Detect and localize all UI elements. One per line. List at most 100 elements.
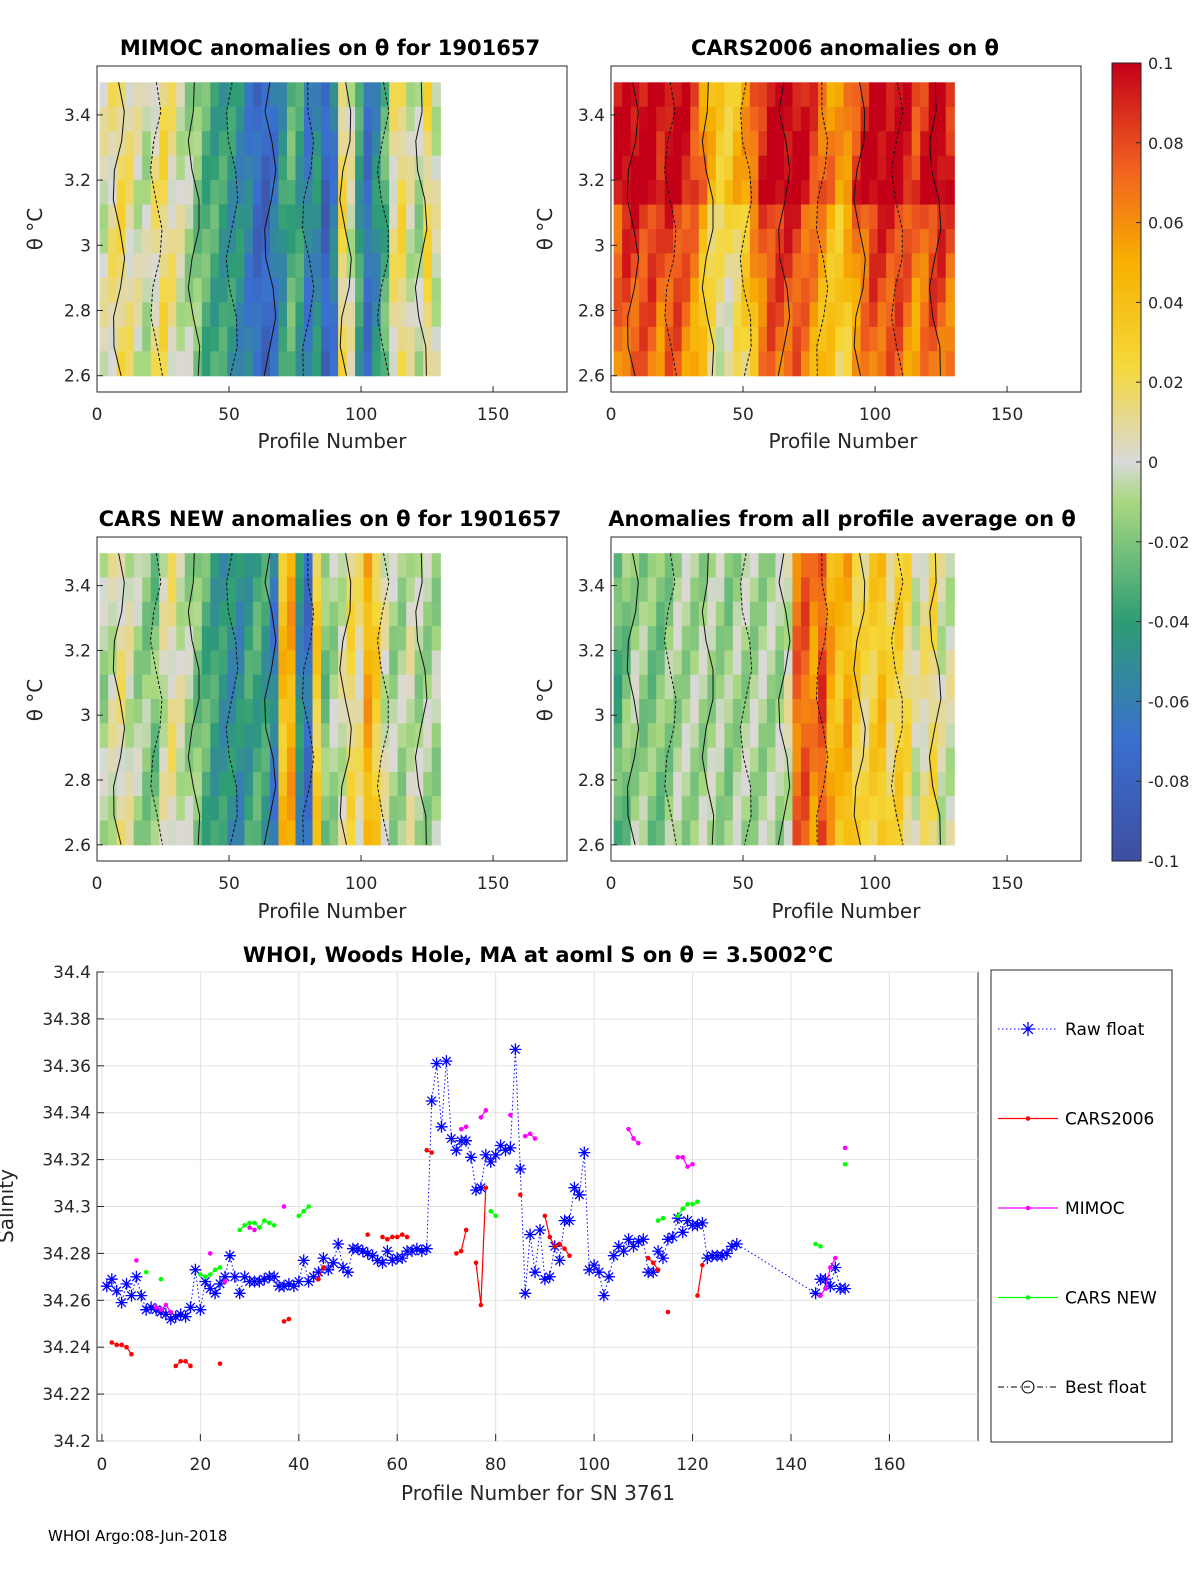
raw-float-point [361, 1247, 374, 1260]
heatmap-cell [656, 82, 666, 108]
heatmap-cell [210, 277, 220, 303]
heatmap-cell [681, 302, 691, 328]
heatmap-cell [724, 180, 734, 206]
heatmap-cell [269, 650, 280, 676]
heatmap-cell [783, 106, 794, 132]
heatmap-cell [758, 650, 768, 676]
heatmap-cell [928, 577, 938, 603]
heatmap-cell [886, 577, 896, 603]
heatmap-cell [835, 351, 845, 377]
heatmap-cell [321, 650, 331, 676]
contour-line [339, 82, 352, 376]
heatmap-cell [690, 106, 700, 132]
salinity-chart: WHOI, Woods Hole, MA at aoml S on θ = 3.… [0, 943, 979, 1505]
heatmap-cell [150, 771, 160, 797]
heatmap-cell [406, 723, 416, 749]
heatmap-cell [201, 820, 211, 846]
heatmap-cell [355, 650, 365, 676]
heatmap-cell [877, 553, 887, 579]
heatmap-cell [613, 771, 623, 797]
heatmap-cell [321, 626, 331, 651]
heatmap-cell [227, 820, 237, 846]
heatmap-cell [184, 302, 194, 328]
heatmap-cell [775, 253, 785, 279]
heatmap-cell [167, 180, 177, 206]
heatmap-cell [690, 180, 700, 206]
heatmap-cell [108, 155, 118, 181]
heatmap-cell [809, 326, 819, 352]
raw-float-point [597, 1289, 610, 1302]
heatmap-cell [911, 180, 921, 206]
heatmap-cell [673, 106, 683, 132]
heatmap-cell [698, 155, 708, 181]
heatmap-cell [423, 155, 433, 181]
heatmap-cell [698, 229, 708, 255]
heatmap-cell [656, 253, 666, 279]
heatmap-cell [928, 229, 938, 255]
heatmap-cell [346, 277, 356, 303]
heatmap-cell [656, 650, 666, 676]
heatmap-cell [903, 106, 913, 132]
heatmap-cell [380, 650, 390, 676]
raw-float-point [164, 1313, 177, 1326]
heatmap-cell [108, 577, 118, 603]
heatmap-cell [724, 204, 734, 230]
heatmap-cell [397, 723, 407, 749]
heatmap-cell [261, 131, 271, 157]
heatmap-cell [877, 82, 887, 108]
heatmap-cell [184, 229, 194, 255]
heatmap-cell [698, 180, 708, 206]
heatmap-cell [329, 253, 339, 279]
heatmap-cell [108, 277, 118, 303]
heatmap-cell [346, 82, 356, 108]
heatmap-cell [108, 650, 118, 676]
cars2006-point [547, 1234, 553, 1240]
x-tick-label: 60 [386, 1455, 408, 1475]
raw-float-point [681, 1214, 694, 1227]
heatmap-cell [664, 626, 674, 651]
heatmap-cell [860, 155, 870, 181]
heatmap-cell [622, 106, 632, 132]
heatmap-cell [792, 302, 802, 328]
heatmap-cell [835, 577, 845, 603]
heatmap-cell [423, 771, 433, 797]
heatmap-cell [414, 106, 424, 132]
heatmap-cell [698, 302, 708, 328]
heatmap-cell [843, 771, 853, 797]
heatmap-cell [639, 553, 649, 579]
heatmap-cell [630, 155, 640, 181]
raw-float-point [110, 1284, 123, 1297]
heatmap-cell [647, 155, 657, 181]
heatmap-cell [159, 747, 169, 773]
y-tick-label: 34.24 [42, 1338, 91, 1358]
cars2006-point [483, 1185, 489, 1191]
heatmap-cell [766, 771, 777, 797]
heatmap-cell [673, 771, 683, 797]
heatmap-cell [397, 82, 407, 108]
heatmap-cell [877, 180, 887, 206]
heatmap-cell [269, 277, 280, 303]
heatmap-cell [380, 699, 390, 724]
heatmap-cell [372, 277, 382, 303]
heatmap-cell [664, 351, 674, 377]
heatmap-cell [278, 650, 288, 676]
heatmap-cell [295, 155, 305, 181]
heatmap-cell [338, 106, 348, 132]
heatmap-cell [792, 796, 802, 822]
heatmap-cell [133, 674, 143, 700]
heatmap-cell [622, 131, 632, 157]
heatmap-cell [278, 155, 288, 181]
heatmap-cell [261, 577, 271, 603]
heatmap-cell [184, 106, 194, 132]
heatmap-cell [894, 577, 904, 603]
heatmap-cell [758, 326, 768, 352]
x-tick-label: 150 [991, 874, 1023, 894]
contour-line [376, 553, 390, 845]
raw-float-point [484, 1155, 497, 1168]
heatmap-cell [431, 674, 441, 700]
heatmap-cell [818, 253, 828, 279]
heatmap-cell [355, 180, 365, 206]
heatmap-cell [389, 106, 399, 132]
heatmap-cell [698, 771, 708, 797]
heatmap-cell [707, 180, 717, 206]
